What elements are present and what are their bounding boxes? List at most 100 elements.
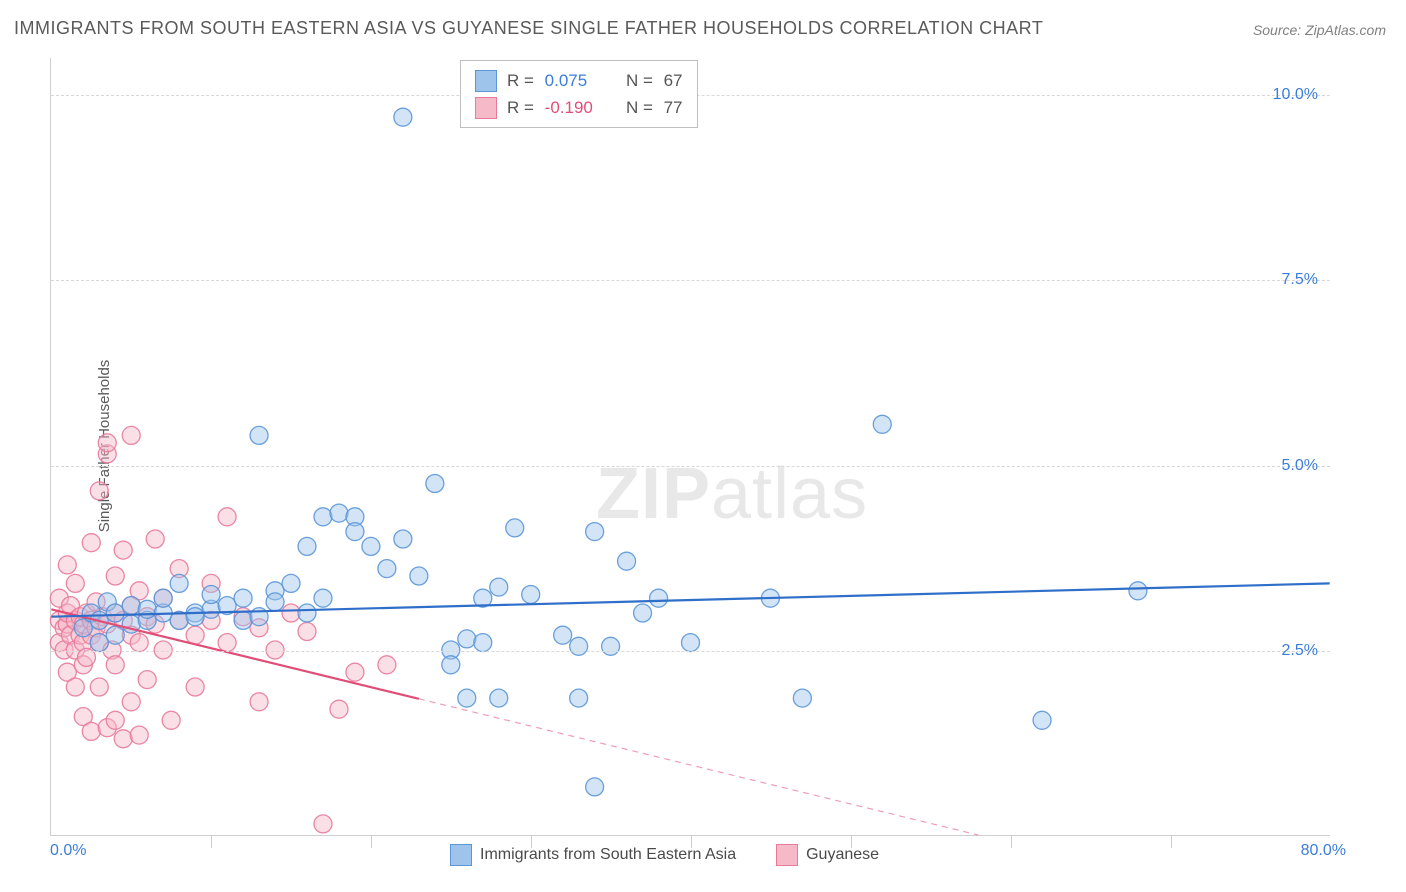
y-tick-label: 10.0% (1273, 86, 1318, 104)
series-legend-label: Guyanese (806, 846, 879, 864)
scatter-point (218, 634, 236, 652)
scatter-point (394, 530, 412, 548)
scatter-point (554, 626, 572, 644)
scatter-point (122, 693, 140, 711)
series-legend-label: Immigrants from South Eastern Asia (480, 846, 736, 864)
correlation-legend: R = 0.075 N = 67 R = -0.190 N = 77 (460, 60, 698, 128)
scatter-point (506, 519, 524, 537)
legend-swatch (450, 844, 472, 866)
scatter-point (1033, 711, 1051, 729)
scatter-point (458, 689, 476, 707)
r-value: -0.190 (540, 94, 610, 121)
scatter-point (474, 634, 492, 652)
scatter-point (298, 604, 316, 622)
r-value: 0.075 (540, 67, 610, 94)
scatter-point (426, 475, 444, 493)
scatter-point (314, 815, 332, 833)
legend-swatch (475, 70, 497, 92)
scatter-point (522, 586, 540, 604)
scatter-point (346, 663, 364, 681)
x-axis-max: 80.0% (1301, 842, 1346, 860)
scatter-point (586, 778, 604, 796)
scatter-point (106, 604, 124, 622)
scatter-point (362, 537, 380, 555)
scatter-point (250, 426, 268, 444)
scatter-point (146, 530, 164, 548)
n-value: 67 (659, 67, 683, 94)
gridline-horizontal (51, 651, 1330, 652)
scatter-point (234, 589, 252, 607)
scatter-point (90, 634, 108, 652)
scatter-point (186, 678, 204, 696)
scatter-point (490, 578, 508, 596)
scatter-point (202, 586, 220, 604)
scatter-point (298, 623, 316, 641)
scatter-point (314, 589, 332, 607)
trend-line-dashed (419, 699, 978, 835)
scatter-point (90, 482, 108, 500)
gridline-horizontal (51, 466, 1330, 467)
scatter-point (130, 634, 148, 652)
scatter-point (58, 556, 76, 574)
legend-swatch (776, 844, 798, 866)
source-attribution: Source: ZipAtlas.com (1253, 22, 1386, 38)
scatter-point (82, 722, 100, 740)
scatter-point (106, 567, 124, 585)
scatter-point (106, 656, 124, 674)
scatter-point (330, 504, 348, 522)
scatter-point (250, 693, 268, 711)
scatter-point (170, 574, 188, 592)
scatter-point (873, 415, 891, 433)
x-axis-min: 0.0% (50, 842, 86, 860)
scatter-point (122, 597, 140, 615)
scatter-point (314, 508, 332, 526)
scatter-point (186, 608, 204, 626)
r-label: R = (507, 94, 534, 121)
correlation-legend-row: R = 0.075 N = 67 (475, 67, 683, 94)
scatter-point (650, 589, 668, 607)
chart-title: IMMIGRANTS FROM SOUTH EASTERN ASIA VS GU… (14, 18, 1043, 39)
scatter-point (138, 671, 156, 689)
scatter-point (266, 593, 284, 611)
gridline-horizontal (51, 280, 1330, 281)
scatter-point (66, 678, 84, 696)
scatter-point (114, 541, 132, 559)
scatter-point (394, 108, 412, 126)
scatter-point (282, 604, 300, 622)
scatter-point (298, 537, 316, 555)
scatter-point (682, 634, 700, 652)
n-label: N = (626, 67, 653, 94)
scatter-point (586, 523, 604, 541)
scatter-point (330, 700, 348, 718)
scatter-point (442, 656, 460, 674)
scatter-point (410, 567, 428, 585)
scatter-point (130, 726, 148, 744)
x-tick-mark (371, 836, 372, 848)
scatter-svg (51, 58, 1330, 835)
scatter-point (234, 611, 252, 629)
scatter-point (114, 730, 132, 748)
series-legend-item: Immigrants from South Eastern Asia (450, 844, 736, 866)
y-tick-label: 7.5% (1282, 271, 1318, 289)
scatter-point (378, 656, 396, 674)
scatter-point (66, 574, 84, 592)
n-label: N = (626, 94, 653, 121)
scatter-point (138, 600, 156, 618)
scatter-point (106, 711, 124, 729)
scatter-point (458, 630, 476, 648)
scatter-point (602, 637, 620, 655)
series-legend-item: Guyanese (776, 844, 879, 866)
n-value: 77 (659, 94, 683, 121)
scatter-point (282, 574, 300, 592)
scatter-point (634, 604, 652, 622)
scatter-point (1129, 582, 1147, 600)
plot-area: ZIPatlas 2.5%5.0%7.5%10.0% (50, 58, 1330, 836)
y-tick-label: 5.0% (1282, 457, 1318, 475)
scatter-point (122, 426, 140, 444)
scatter-point (490, 689, 508, 707)
r-label: R = (507, 67, 534, 94)
scatter-point (82, 534, 100, 552)
legend-swatch (475, 97, 497, 119)
scatter-point (793, 689, 811, 707)
correlation-legend-row: R = -0.190 N = 77 (475, 94, 683, 121)
